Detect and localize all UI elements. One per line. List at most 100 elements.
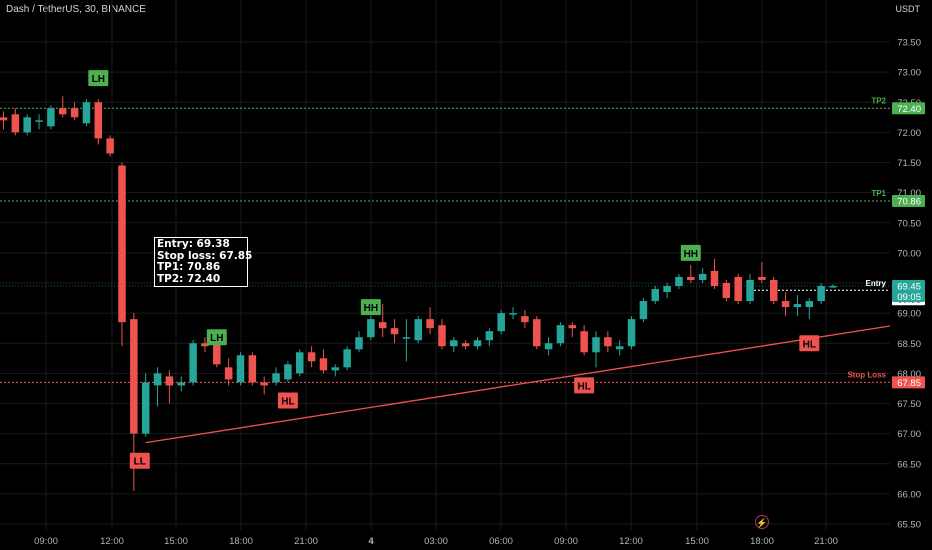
candle-body (378, 322, 387, 329)
x-tick-label: 21:00 (294, 536, 318, 547)
candle-body (47, 108, 55, 127)
y-tick-label: 67.00 (897, 429, 921, 440)
candle-body (509, 313, 517, 315)
candle-body (402, 337, 411, 339)
candle-body (307, 352, 316, 362)
y-tick-label: 73.50 (897, 38, 921, 49)
candle-body (639, 301, 648, 320)
candle-body (177, 382, 185, 386)
candle-body (23, 117, 31, 133)
y-tick-label: 71.50 (897, 158, 921, 169)
x-tick-label: 18:00 (229, 536, 253, 547)
pivot-label-text: LH (92, 74, 105, 85)
candle-body (224, 367, 233, 380)
y-tick-label: 68.50 (897, 339, 921, 350)
level-label: TP2 (871, 96, 886, 105)
y-tick-label: 67.50 (897, 399, 921, 410)
x-tick-label: 03:00 (424, 536, 448, 547)
grid-lines (0, 0, 890, 530)
candle-body (627, 319, 636, 347)
candle-body (734, 276, 742, 302)
x-tick-label: 15:00 (164, 536, 188, 547)
candle-body (722, 283, 731, 299)
candle-body (35, 120, 43, 122)
candle-body (343, 349, 351, 368)
pivot-label-hl (799, 335, 820, 352)
x-tick-label: 21:00 (814, 536, 838, 547)
y-tick-label: 71.00 (897, 188, 921, 199)
price-tag-text: 72.40 (897, 104, 921, 115)
candle-body (260, 382, 268, 386)
y-tick-label: 70.00 (897, 248, 921, 259)
candle-body (473, 340, 482, 347)
candle-body (497, 313, 505, 332)
candle-body (687, 276, 695, 280)
candle-body (331, 367, 340, 371)
candle-body (698, 273, 707, 280)
price-tag (892, 195, 925, 208)
y-tick-label: 66.50 (897, 459, 921, 470)
candle-body (82, 102, 91, 124)
candle-body (556, 325, 565, 344)
symbol-title: Dash / TetherUS, 30, BINANCE (6, 4, 146, 15)
x-tick-label: 15:00 (685, 536, 709, 547)
pivot-label-text: HH (684, 249, 698, 260)
tp1-text: TP1: 70.86 (157, 261, 221, 273)
trendline-group (145, 325, 891, 444)
candle-body (758, 276, 766, 280)
candle-body (390, 328, 399, 335)
x-tick-label: 09:00 (554, 536, 578, 547)
candle-body (675, 276, 683, 287)
x-tick-label: 12:00 (619, 536, 643, 547)
candle-body (461, 343, 470, 347)
candle-body (106, 138, 114, 154)
price-tag-text: 67.85 (897, 378, 921, 389)
current-price-text: 69.45 (897, 282, 921, 293)
pivot-labels: LH LH HH HH LL HL HL HL (88, 70, 820, 469)
candle-body (213, 343, 221, 365)
candle-body (592, 337, 600, 353)
candle-body (829, 286, 837, 288)
price-tag (892, 376, 925, 389)
pivot-label-lh (88, 70, 109, 87)
x-tick-label: 18:00 (750, 536, 774, 547)
candle-body (272, 373, 280, 383)
candle-body (663, 286, 671, 293)
candle-body (319, 358, 328, 371)
candle-body (284, 364, 292, 380)
candle-body (746, 279, 754, 302)
candle-body (521, 316, 529, 323)
candle-body (426, 319, 434, 329)
candle-body (189, 343, 197, 383)
time-axis: 09:00 12:00 15:00 18:00 21:00 4 03:00 06:00 09:0… (34, 536, 838, 547)
candle-body (580, 331, 588, 353)
candle-body (296, 352, 304, 374)
candle-body (236, 355, 245, 383)
candle-body (165, 376, 174, 386)
level-label: TP1 (871, 189, 886, 198)
candle-body (201, 343, 209, 347)
candles-group (0, 96, 837, 491)
candle-body (544, 343, 553, 350)
candle-body (118, 165, 126, 323)
pivot-label-hh (360, 299, 381, 316)
entry-text: Entry: 69.38 (157, 238, 230, 250)
pivot-label-hl (277, 392, 298, 409)
candle-body (805, 301, 814, 308)
pivot-label-hh (680, 244, 701, 261)
price-tag (892, 102, 925, 115)
y-tick-label: 73.00 (897, 68, 921, 79)
x-tick-label: 09:00 (34, 536, 58, 547)
candle-body (651, 289, 659, 302)
candle-body (450, 340, 458, 347)
candle-body (0, 117, 8, 121)
candle-body (153, 373, 162, 386)
lightning-icon[interactable]: ⚡ (755, 515, 769, 529)
candle-body (438, 325, 446, 347)
pivot-label-lh (206, 329, 227, 346)
candle-body (11, 114, 20, 133)
level-label: Stop Loss (847, 370, 886, 379)
tp2-text: TP2: 72.40 (157, 272, 221, 285)
